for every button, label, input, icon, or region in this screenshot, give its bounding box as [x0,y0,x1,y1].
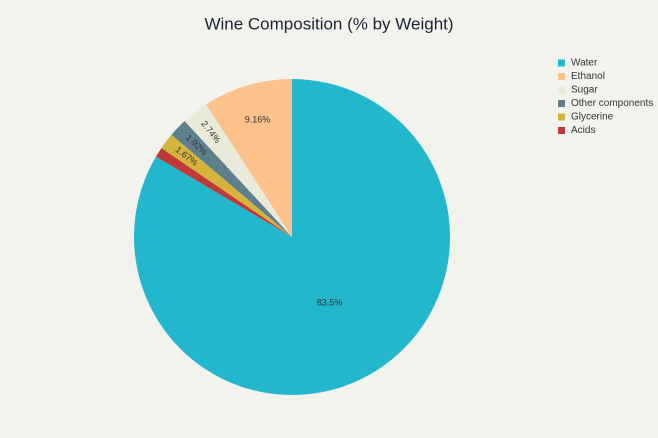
chart-title: Wine Composition (% by Weight) [204,14,453,33]
legend-swatch [558,127,565,134]
pie-slice [206,79,292,237]
legend-swatch [558,86,565,94]
pie-slice [156,148,292,237]
legend-label: Sugar [571,85,598,96]
legend-swatch [558,73,565,80]
pie-slice [184,104,292,238]
legend-label: Ethanol [571,71,605,82]
data-label: 83.5% [317,297,343,307]
legend-label: Other components [571,98,653,109]
pie-slice [134,79,450,396]
legend-label: Acids [571,125,595,136]
legend-swatch [558,100,565,107]
pie-slice [161,134,292,237]
legend-label: Water [571,58,598,69]
pie-slice [171,121,292,237]
data-label: 9.16% [245,115,271,125]
legend-label: Glycerine [571,112,614,123]
legend-swatch [558,113,565,121]
legend-swatch [558,59,565,67]
